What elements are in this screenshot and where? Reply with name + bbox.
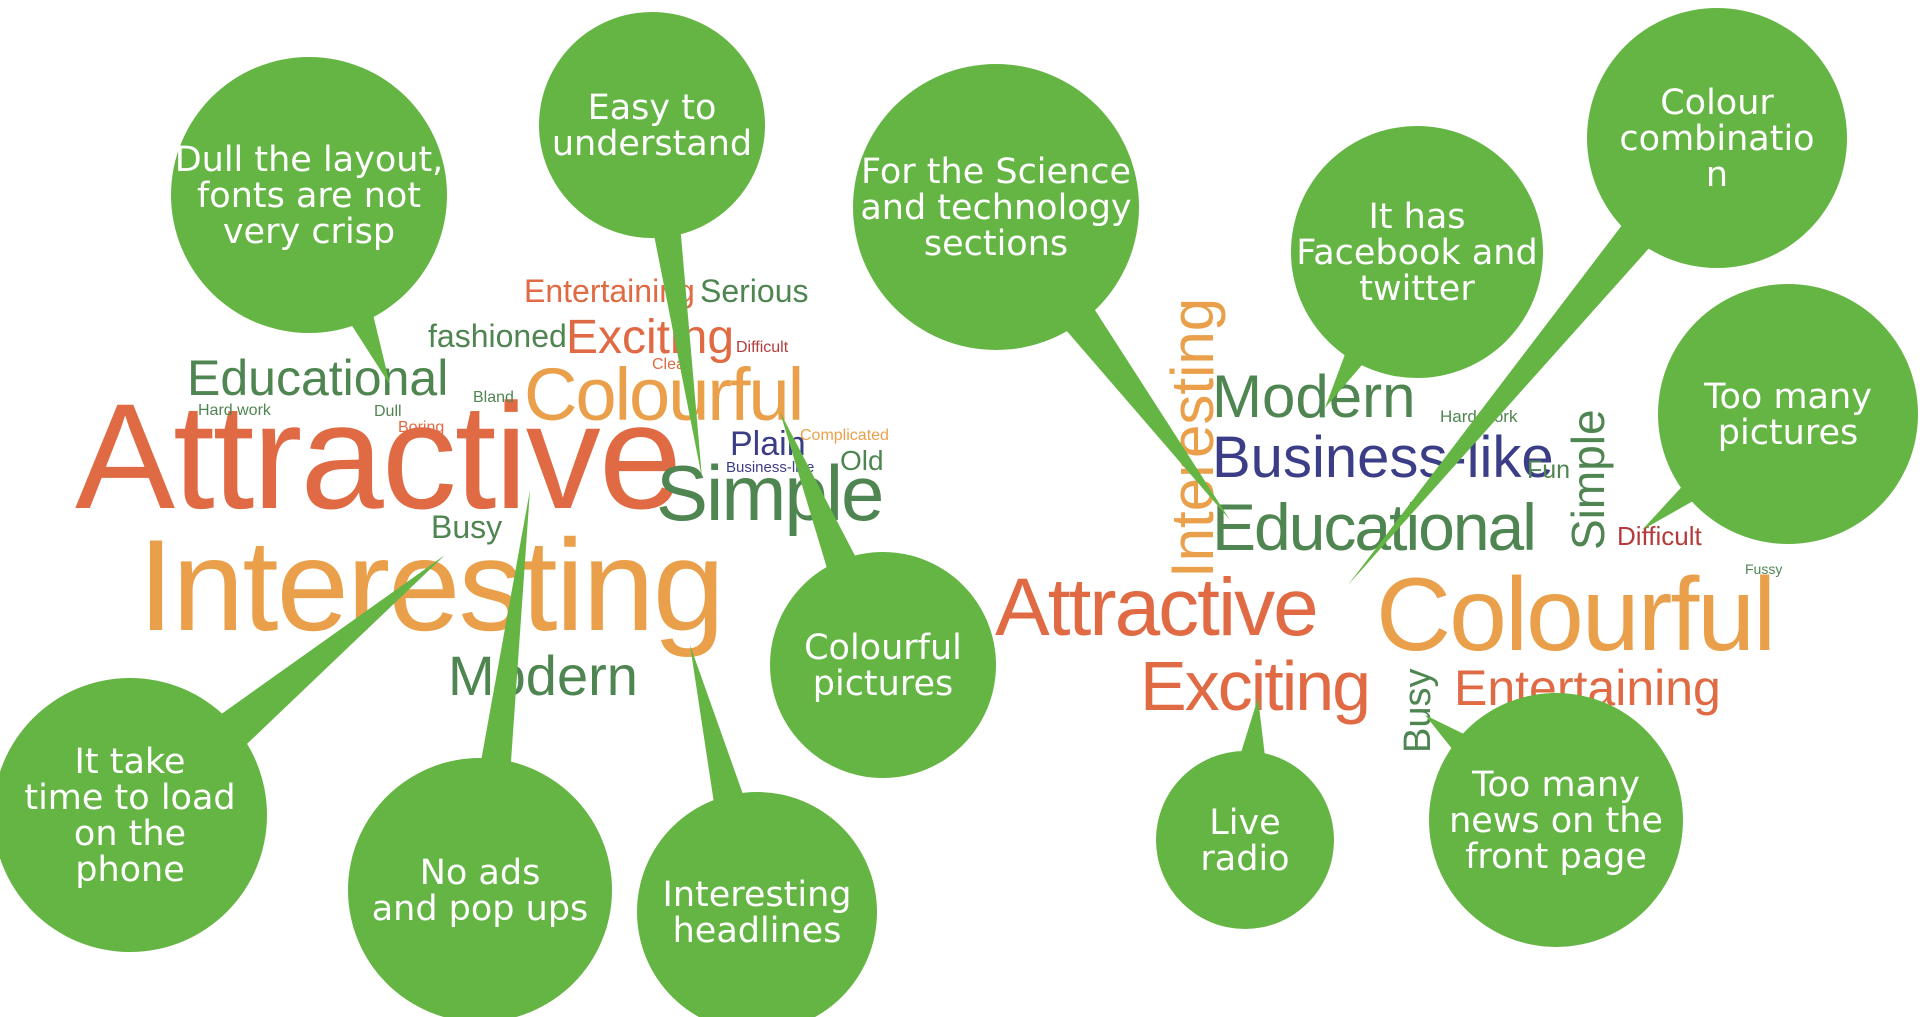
left-cloud-word: Interesting — [138, 512, 723, 658]
bubble-text-line: Interesting — [663, 875, 852, 915]
bubble-text-line: For the Science — [861, 152, 1131, 192]
bubble-pointer — [172, 555, 445, 786]
right-cloud-word: Colourful — [1376, 557, 1774, 673]
right-cloud-word: Simple — [1562, 409, 1614, 550]
left-cloud-word: Colourful — [524, 353, 802, 436]
bubble-text-line: radio — [1200, 839, 1289, 879]
right-cloud-word: Busy — [1397, 669, 1439, 753]
right-cloud-word: Fun — [1527, 456, 1570, 484]
bubble-text-line: on the — [74, 814, 186, 854]
bubble-circle — [1658, 284, 1918, 544]
left-cloud-word: Attractive — [75, 372, 680, 540]
bubble-text-line: fonts are not — [197, 176, 421, 216]
left-cloud-word: fashioned — [428, 318, 567, 354]
bubble-circle — [1587, 8, 1847, 268]
left-cloud-word: Serious — [700, 273, 809, 309]
bubble-text-line: and pop ups — [372, 889, 589, 929]
bubble-text-line: n — [1706, 155, 1728, 195]
bubble-circle — [770, 552, 996, 778]
bubble-circle — [853, 64, 1139, 350]
left-cloud-word: Difficult — [736, 339, 789, 356]
right-cloud-word: Fussy — [1745, 561, 1782, 577]
bubble-text-line: It take — [75, 742, 186, 782]
left-cloud-word: Modern — [448, 644, 638, 707]
left-cloud-word: Educational — [187, 350, 448, 406]
left-cloud-word: Hard work — [198, 402, 272, 419]
right-cloud-word: Business-like — [1212, 425, 1554, 490]
bubble-text-line: phone — [75, 850, 185, 890]
bubble-text-line: Too many — [1471, 765, 1640, 805]
bubble-text-line: combinatio — [1619, 119, 1814, 159]
left-cloud-word: Business-like — [726, 459, 814, 476]
bubble-text-line: No ads — [420, 853, 541, 893]
bubble-circle — [1429, 693, 1683, 947]
bubble-text-line: Facebook and — [1296, 233, 1537, 273]
left-cloud-word: Boring — [398, 419, 444, 436]
bubble-text-line: Easy to — [588, 88, 717, 128]
bubble-circle — [348, 758, 612, 1017]
bubble-text-line: twitter — [1359, 269, 1475, 309]
bubble-text-line: time to load — [24, 778, 235, 818]
left-cloud-word: Old — [840, 445, 884, 476]
bubble-circle — [1291, 126, 1543, 378]
bubble-text-line: Colour — [1660, 83, 1774, 123]
bubble-pointer — [1348, 180, 1687, 585]
bubble-circle — [1156, 751, 1334, 929]
bubble-pointer — [644, 184, 702, 479]
bubble-text-line: understand — [552, 124, 752, 164]
bubble-text-line: Too many — [1703, 377, 1872, 417]
bubble-circle — [0, 678, 267, 952]
bubble-text-line: very crisp — [223, 212, 395, 252]
bubble-text-line: front page — [1465, 837, 1647, 877]
bubble-text-line: It has — [1368, 197, 1465, 237]
bubble-text-line: news on the — [1449, 801, 1663, 841]
right-word-cloud: ColourfulAttractiveExcitingEducationalBu… — [995, 298, 1782, 753]
right-cloud-word: Difficult — [1617, 521, 1703, 551]
bubble-text-line: and technology — [860, 188, 1131, 228]
left-cloud-word: Busy — [431, 509, 502, 545]
bubble-text-line: pictures — [1718, 413, 1858, 453]
right-cloud-word: Modern — [1212, 363, 1415, 430]
bubble-text-line: Dull the layout, — [175, 140, 444, 180]
bubble-circle — [171, 57, 447, 333]
left-cloud-word: Complicated — [800, 427, 889, 444]
bubble-pointer — [471, 490, 530, 821]
left-cloud-word: Bland — [473, 389, 514, 406]
bubble-text-line: pictures — [813, 664, 953, 704]
left-cloud-word: Simple — [656, 449, 882, 537]
left-cloud-word: Exciting — [566, 311, 734, 364]
bubble-text-line: Live — [1209, 803, 1280, 843]
left-cloud-word: Dull — [374, 403, 402, 420]
bubble-circle — [637, 792, 877, 1017]
bubble-text-line: sections — [924, 224, 1068, 264]
right-cloud-word: Attractive — [995, 562, 1317, 653]
bubble-circle — [539, 12, 765, 238]
bubble-text-line: Colourful — [804, 628, 962, 668]
bubble-text-line: headlines — [673, 911, 842, 951]
